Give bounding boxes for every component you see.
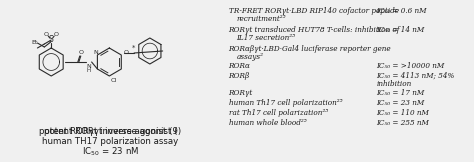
Text: IC₅₀ = 255 nM: IC₅₀ = 255 nM xyxy=(376,119,429,127)
Text: human whole blood²⁵: human whole blood²⁵ xyxy=(228,119,306,127)
Text: Cl: Cl xyxy=(110,77,116,82)
Text: IC₅₀ = >10000 nM: IC₅₀ = >10000 nM xyxy=(376,62,445,70)
Text: Et: Et xyxy=(31,40,37,45)
Text: RORγt: RORγt xyxy=(228,89,253,97)
Text: IL17 secretion²⁵: IL17 secretion²⁵ xyxy=(237,34,295,42)
Text: recruitment²⁵: recruitment²⁵ xyxy=(237,15,286,23)
Text: IC₅₀ = 0.6 nM: IC₅₀ = 0.6 nM xyxy=(376,7,427,15)
Text: human Th17 cell polarization²⁵: human Th17 cell polarization²⁵ xyxy=(228,99,342,107)
Text: inhibition: inhibition xyxy=(376,80,411,88)
Text: IC₅₀ = 23 nM: IC₅₀ = 23 nM xyxy=(376,99,425,107)
Text: human TH17 polarization assay: human TH17 polarization assay xyxy=(42,138,178,146)
Text: O: O xyxy=(78,51,83,56)
Text: TR-FRET RORγt·LBD RIP140 cofactor peptide: TR-FRET RORγt·LBD RIP140 cofactor peptid… xyxy=(228,7,399,15)
Text: N: N xyxy=(93,51,98,56)
Text: RORαβγt·LBD·Gal4 luciferase reporter gene: RORαβγt·LBD·Gal4 luciferase reporter gen… xyxy=(228,45,391,53)
Text: IC₅₀ = 110 nM: IC₅₀ = 110 nM xyxy=(376,109,429,117)
Text: RORγt transduced HUT78 T-cells: inhibition of: RORγt transduced HUT78 T-cells: inhibiti… xyxy=(228,26,400,34)
Text: N: N xyxy=(86,64,91,69)
Text: $\mathregular{IC_{50}}$ = 23 nM: $\mathregular{IC_{50}}$ = 23 nM xyxy=(82,146,139,158)
Text: IC₅₀ = 17 nM: IC₅₀ = 17 nM xyxy=(376,89,425,97)
Text: O: O xyxy=(54,33,59,37)
Text: IC₅₀ = 14 nM: IC₅₀ = 14 nM xyxy=(376,26,425,34)
Text: potent RORγt inverse agonist (9): potent RORγt inverse agonist (9) xyxy=(39,127,182,137)
Text: *: * xyxy=(131,45,135,51)
Text: potent RORγt inverse agonist (: potent RORγt inverse agonist ( xyxy=(44,127,177,137)
Text: RORβ: RORβ xyxy=(228,72,250,80)
Text: rat Th17 cell polarization²⁵: rat Th17 cell polarization²⁵ xyxy=(228,109,328,117)
Text: IC₅₀ = 4113 nM; 54%: IC₅₀ = 4113 nM; 54% xyxy=(376,72,455,80)
Text: O: O xyxy=(124,50,129,54)
Text: O: O xyxy=(44,33,49,37)
Text: S: S xyxy=(49,35,54,45)
Text: H: H xyxy=(87,68,91,73)
Text: RORα: RORα xyxy=(228,62,250,70)
Text: assays²: assays² xyxy=(237,53,264,61)
